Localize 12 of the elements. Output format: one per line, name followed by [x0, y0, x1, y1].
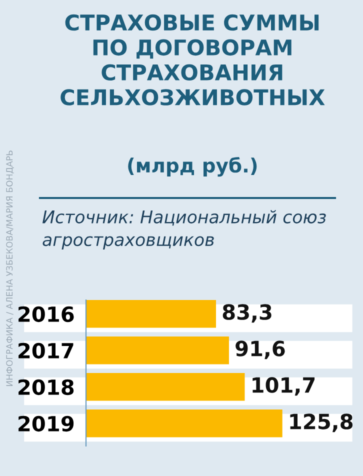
data-label: 125,8: [290, 414, 353, 432]
y-tick-label: 2017: [18, 342, 74, 359]
data-label: 83,3: [222, 304, 272, 323]
y-tick-label: 2019: [18, 416, 74, 432]
data-label: 91,6: [236, 340, 285, 360]
chart-subtitle: (млрд руб.): [128, 157, 257, 177]
y-tick-label: 2016: [18, 306, 74, 322]
text: Источник: Национальный союз агростраховщиков: [42, 210, 326, 250]
text: ИНФОГРАФИКА / АЛЕНА УЗБЕКОВА/МАРИЯ БОНДАРЬ: [6, 150, 14, 386]
y-tick-label: 2018: [18, 379, 74, 396]
chart-title: СТРАХОВЫЕ СУММЫ ПО ДОГОВОРАМ СТРАХОВАНИЯ СЕЛЬХОЗЖИВОТНЫХ: [60, 14, 325, 106]
data-label: 101,7: [252, 377, 315, 396]
